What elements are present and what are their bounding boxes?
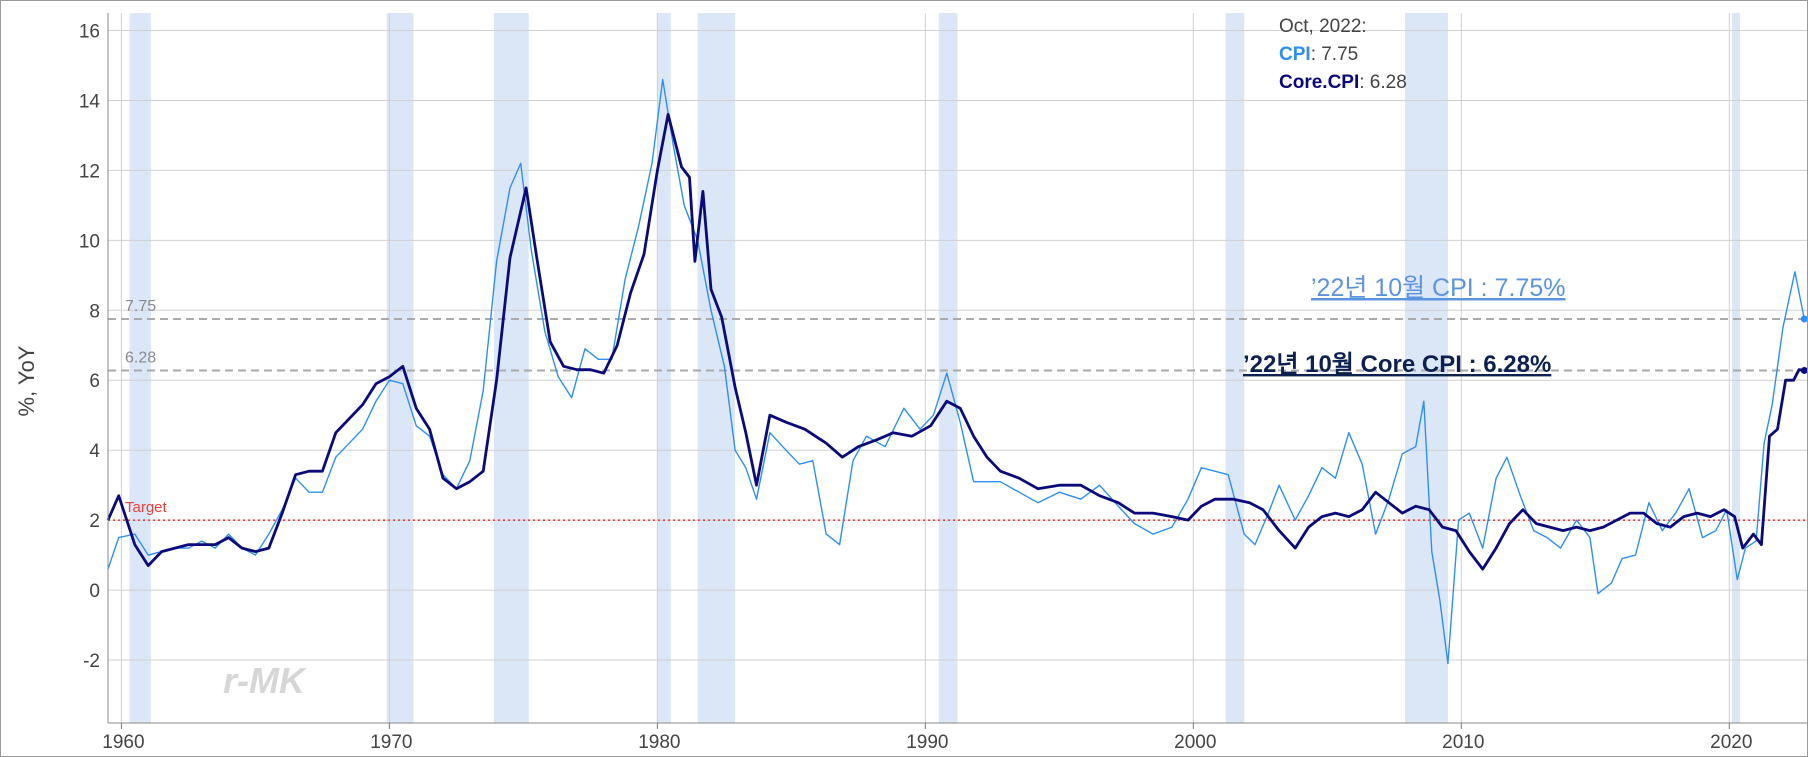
reference-label: 7.75 [125, 298, 156, 315]
tooltip-cpi-row: CPI: 7.75 [1279, 44, 1358, 65]
grid-lines [108, 13, 1807, 723]
core-cpi-endpoint-marker [1800, 366, 1807, 374]
reference-lines: 7.75 6.28 Target [108, 298, 1807, 521]
y-tick-label: 6 [89, 371, 100, 392]
axes: 16 14 12 10 8 6 4 2 0 -2 1960 1970 1980 1990 2000 2010 2… [79, 13, 1807, 753]
y-tick-label: 2 [89, 511, 100, 532]
y-tick-label: 14 [79, 91, 101, 112]
recession-band [938, 13, 958, 723]
y-tick-label: 12 [79, 161, 100, 182]
reference-label: 6.28 [125, 349, 156, 366]
tooltip-core-name: Core.CPI [1279, 72, 1359, 93]
recession-band [493, 13, 529, 723]
tooltip-cpi-name: CPI [1279, 44, 1311, 65]
cpi-series-line [107, 78, 1805, 665]
watermark: r-MK [223, 660, 308, 701]
y-axis-title: %, YoY [14, 345, 39, 416]
x-tick-label: 1970 [370, 732, 412, 753]
x-tick-label: 2000 [1174, 732, 1216, 753]
tooltip: Oct, 2022: CPI: 7.75 Core.CPI: 6.28 [1279, 16, 1407, 93]
x-tick-label: 1990 [906, 732, 948, 753]
tooltip-core-row: Core.CPI: 6.28 [1279, 72, 1407, 93]
cpi-endpoint-marker [1800, 315, 1807, 323]
recession-band [1225, 13, 1245, 723]
series-lines [106, 78, 1807, 665]
y-tick-label: 10 [79, 231, 100, 252]
tooltip-date: Oct, 2022: [1279, 16, 1367, 37]
x-tick-label: 1960 [102, 732, 144, 753]
recession-band [657, 13, 671, 723]
y-tick-label: 0 [89, 581, 100, 602]
x-tick-label: 1980 [638, 732, 680, 753]
recession-band [129, 13, 151, 723]
x-tick-label: 2010 [1442, 732, 1484, 753]
x-tick-label: 2020 [1710, 732, 1752, 753]
y-tick-label: 16 [79, 21, 100, 42]
core-cpi-annotation: ’22년 10월 Core CPI : 6.28% [1243, 351, 1551, 378]
recession-band [697, 13, 736, 723]
y-tick-label: 4 [89, 441, 100, 462]
y-tick-label: -2 [83, 651, 100, 672]
core-cpi-series-line [106, 113, 1805, 571]
target-label: Target [125, 499, 168, 516]
cpi-annotation: ’22년 10월 CPI : 7.75% [1311, 274, 1565, 302]
y-tick-label: 8 [89, 301, 100, 322]
tooltip-core-value: : 6.28 [1359, 72, 1407, 93]
recession-bands [129, 13, 1741, 723]
tooltip-cpi-value: : 7.75 [1311, 44, 1359, 65]
recession-band [1731, 13, 1741, 723]
